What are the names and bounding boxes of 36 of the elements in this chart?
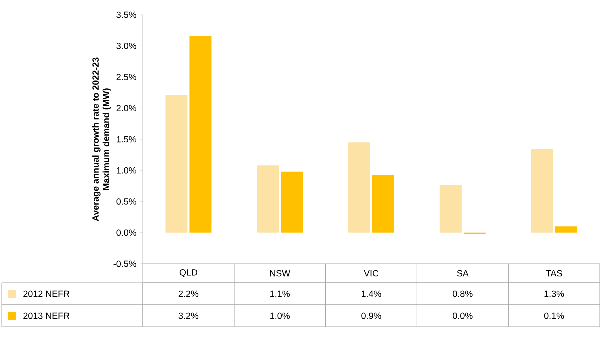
x-tick-label: QLD xyxy=(180,270,198,278)
bar xyxy=(348,142,371,233)
y-tick-label: -0.5% xyxy=(114,260,136,268)
y-tick-label: 2.0% xyxy=(116,105,136,112)
x-tick-label: NSW xyxy=(270,270,291,277)
y-tick-label: 0.0% xyxy=(116,230,136,236)
data-label: 0.9% xyxy=(362,312,382,320)
bar xyxy=(257,166,280,233)
y-tick-label: 2.5% xyxy=(116,74,136,80)
data-label: 2.2% xyxy=(178,290,199,298)
data-label: 3.2% xyxy=(178,312,199,320)
legend-label: 2012 NEFR xyxy=(24,290,70,298)
data-label: 1.3% xyxy=(544,290,564,298)
bar xyxy=(440,184,462,233)
y-tick-label: 3.0% xyxy=(116,42,136,50)
y-axis-title: Average annual growth rate to 2022-23 Maximum demand (MW) xyxy=(92,58,112,222)
y-tick-label: 1.0% xyxy=(117,167,136,174)
bar xyxy=(166,95,188,233)
data-label: 0.0% xyxy=(453,312,473,320)
legend-label: 2013 NEFR xyxy=(24,312,70,320)
data-label: 1.0% xyxy=(270,312,290,320)
x-tick-label: VIC xyxy=(364,270,379,277)
bar xyxy=(190,36,212,233)
bar xyxy=(531,149,554,233)
data-label: 0.1% xyxy=(544,312,564,320)
data-label: 1.4% xyxy=(362,290,382,298)
bar xyxy=(281,172,304,233)
x-tick-label: TAS xyxy=(546,270,562,277)
y-tick-label: 0.5% xyxy=(116,198,136,205)
bar xyxy=(372,174,395,233)
y-tick-label: 3.5% xyxy=(116,12,136,18)
y-tick-label: 1.5% xyxy=(117,136,136,143)
data-label: 0.8% xyxy=(453,290,473,298)
data-label: 1.1% xyxy=(270,290,290,298)
bar xyxy=(555,226,578,233)
x-tick-label: SA xyxy=(457,270,469,277)
